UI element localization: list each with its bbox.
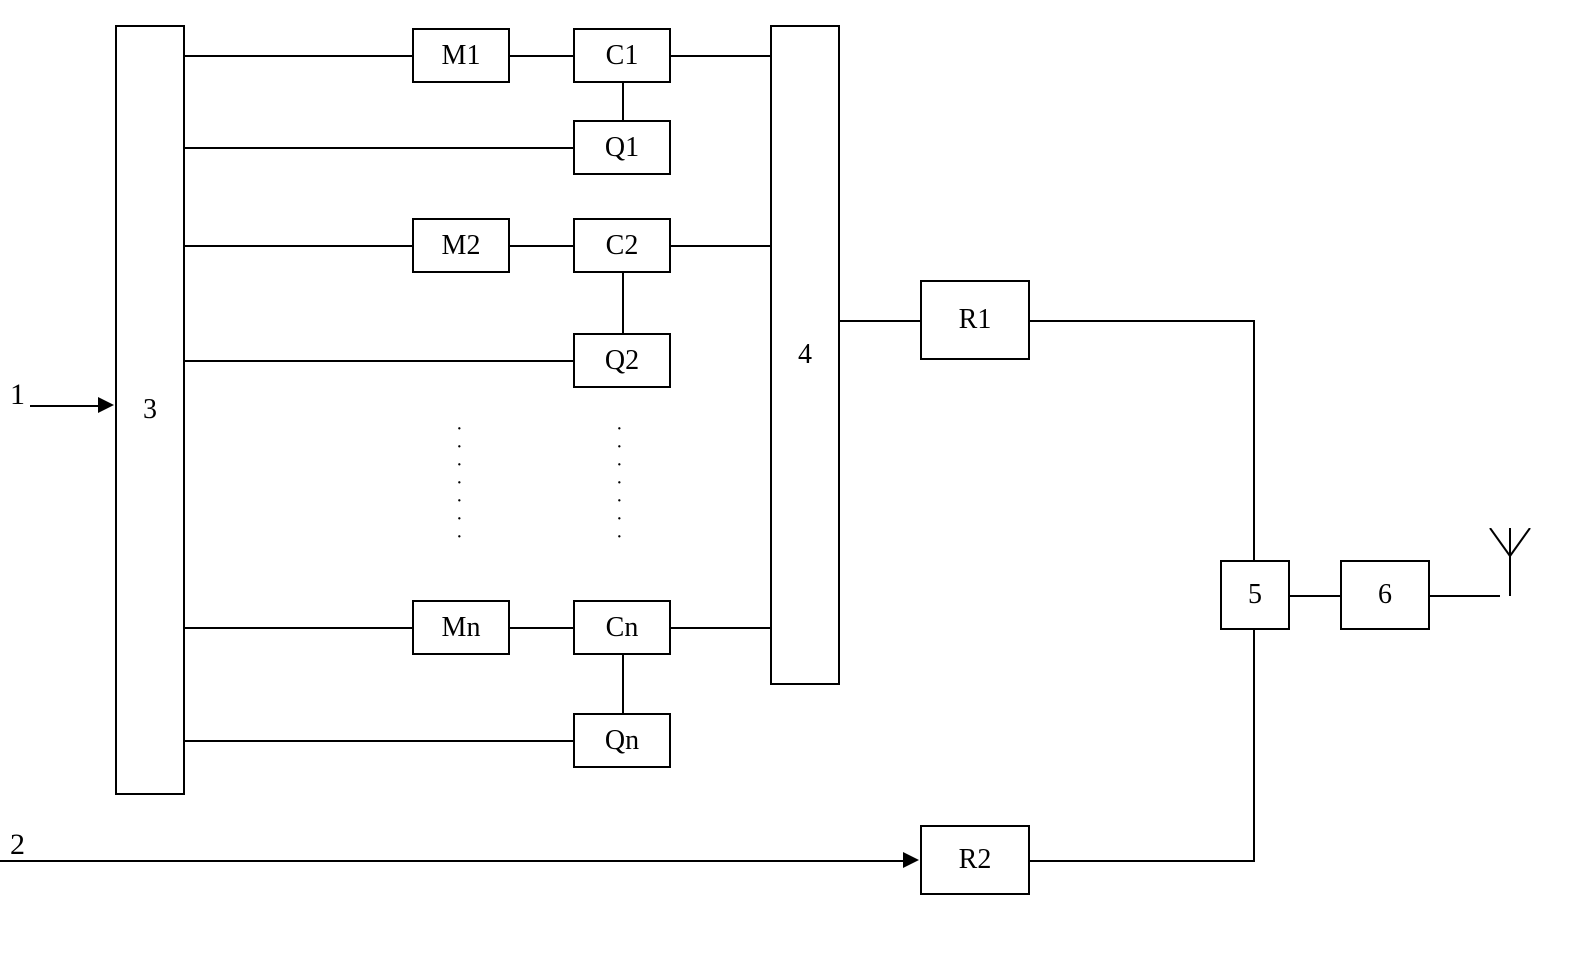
block-c1: C1: [573, 28, 671, 83]
block-m1: M1: [412, 28, 510, 83]
block-c2-label: C2: [606, 230, 639, 262]
block-c1-label: C1: [606, 40, 639, 72]
block-3: 3: [115, 25, 185, 795]
edge-r1-5-h: [1030, 320, 1255, 322]
edge-3-mn: [185, 627, 412, 629]
edge-in1: [30, 405, 100, 407]
block-r2: R2: [920, 825, 1030, 895]
edge-mn-cn: [510, 627, 573, 629]
edge-cn-4: [671, 627, 770, 629]
block-qn-label: Qn: [605, 725, 639, 757]
block-mn-label: Mn: [442, 612, 481, 644]
edge-r2-5-h: [1030, 860, 1255, 862]
edge-c2-4: [671, 245, 770, 247]
edge-c1-4: [671, 55, 770, 57]
block-6-label: 6: [1378, 579, 1392, 611]
edge-m1-c1: [510, 55, 573, 57]
edge-5-6: [1290, 595, 1340, 597]
edge-in2: [0, 860, 905, 862]
block-mn: Mn: [412, 600, 510, 655]
edge-c1-q1: [622, 83, 624, 120]
block-4: 4: [770, 25, 840, 685]
edge-3-m2: [185, 245, 412, 247]
edge-3-m1: [185, 55, 412, 57]
block-m2: M2: [412, 218, 510, 273]
block-q2: Q2: [573, 333, 671, 388]
edge-m2-c2: [510, 245, 573, 247]
block-cn-label: Cn: [606, 612, 639, 644]
edge-r1-5-v: [1253, 320, 1255, 560]
block-qn: Qn: [573, 713, 671, 768]
block-q2-label: Q2: [605, 345, 639, 377]
block-cn: Cn: [573, 600, 671, 655]
edge-cn-qn: [622, 655, 624, 713]
edge-4-r1: [840, 320, 920, 322]
edge-in1-arrow: [98, 397, 114, 413]
edge-3-q1: [185, 147, 573, 149]
ellipsis-col-2: ·······: [616, 420, 623, 546]
block-3-label: 3: [143, 394, 157, 426]
antenna-icon: [1485, 528, 1535, 598]
block-c2: C2: [573, 218, 671, 273]
block-4-label: 4: [798, 339, 812, 371]
block-r1: R1: [920, 280, 1030, 360]
block-q1: Q1: [573, 120, 671, 175]
block-m1-label: M1: [442, 40, 481, 72]
edge-3-qn: [185, 740, 573, 742]
edge-in2-arrow: [903, 852, 919, 868]
edge-r2-5-v: [1253, 630, 1255, 862]
input-1-label: 1: [10, 378, 25, 412]
block-m2-label: M2: [442, 230, 481, 262]
block-5: 5: [1220, 560, 1290, 630]
input-2-label: 2: [10, 828, 25, 862]
block-r1-label: R1: [959, 304, 992, 336]
ellipsis-col-1: ·······: [456, 420, 463, 546]
block-r2-label: R2: [959, 844, 992, 876]
edge-3-q2: [185, 360, 573, 362]
block-5-label: 5: [1248, 579, 1262, 611]
edge-c2-q2: [622, 273, 624, 333]
block-6: 6: [1340, 560, 1430, 630]
block-q1-label: Q1: [605, 132, 639, 164]
